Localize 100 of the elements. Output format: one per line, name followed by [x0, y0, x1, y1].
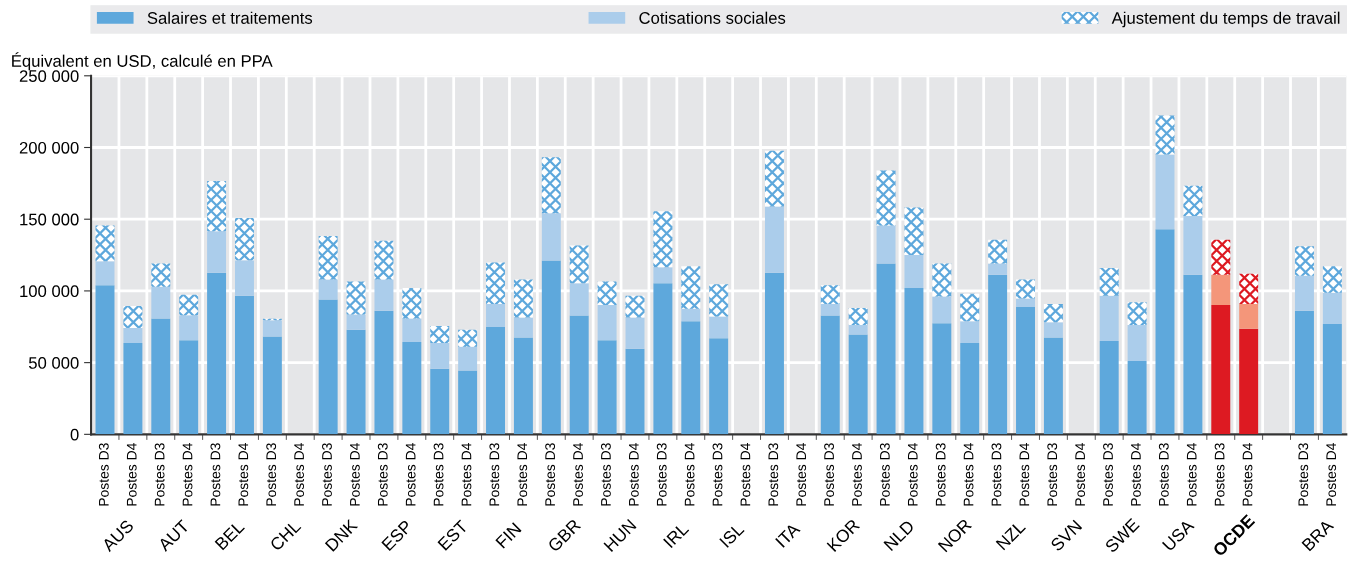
bar	[820, 315, 840, 435]
bar	[151, 286, 171, 319]
bar	[876, 225, 896, 264]
x-tick-label: Postes D4	[963, 443, 974, 506]
bar	[988, 274, 1008, 435]
bar	[876, 170, 896, 226]
bar	[123, 342, 143, 435]
bar	[1211, 239, 1231, 275]
text: ISL	[719, 522, 745, 548]
bar	[346, 281, 366, 315]
bar	[653, 267, 673, 284]
bar	[95, 285, 115, 435]
bar	[1099, 268, 1119, 296]
bar	[1211, 274, 1231, 306]
text: BRA	[1301, 518, 1335, 552]
bar	[1294, 246, 1314, 276]
bar	[458, 329, 478, 347]
bar	[960, 321, 980, 343]
legend-label: Salaires et traitements	[147, 11, 313, 24]
bar	[904, 288, 924, 435]
x-tick-label: Postes D4	[907, 443, 918, 506]
bar	[541, 157, 561, 214]
bar	[207, 231, 227, 273]
bar	[988, 239, 1008, 264]
bar	[653, 283, 673, 435]
x-tick-label: Postes D3	[1214, 443, 1225, 506]
y-tick-label: 250 000	[19, 70, 79, 82]
x-tick-label: Postes D3	[601, 443, 611, 506]
bar	[904, 254, 924, 289]
bar	[541, 260, 561, 435]
text: USA	[1161, 518, 1195, 552]
bar	[318, 299, 338, 435]
bar	[625, 295, 645, 318]
text: CHL	[269, 519, 302, 552]
x-tick-label: Postes D3	[210, 443, 221, 506]
bar	[1239, 273, 1259, 305]
bar	[569, 315, 589, 435]
y-tick-label: 200 000	[19, 141, 79, 154]
bar	[486, 326, 506, 435]
bar	[709, 284, 729, 317]
bar	[681, 321, 701, 435]
text: FIN	[495, 522, 522, 549]
bar	[932, 263, 952, 297]
x-tick-label: Postes D3	[1047, 443, 1058, 506]
bar	[653, 211, 673, 268]
bar	[709, 338, 729, 435]
x-tick-label: Postes D4	[1131, 443, 1141, 506]
bar	[1155, 154, 1175, 230]
bar	[151, 318, 171, 435]
x-tick-label: Postes D4	[1019, 443, 1030, 506]
bar	[569, 283, 589, 316]
bar	[318, 235, 338, 280]
bar	[234, 260, 254, 296]
x-tick-label: Postes D3	[1158, 443, 1169, 506]
bar	[95, 261, 115, 286]
bar	[234, 217, 254, 261]
x-tick-label: Postes D4	[852, 443, 862, 506]
bar	[374, 279, 394, 311]
bar	[123, 327, 143, 343]
bar	[374, 240, 394, 280]
bar	[513, 279, 533, 318]
y-axis-title: Équivalent en USD, calculé en PPA	[12, 52, 273, 71]
x-tick-label: Postes D3	[935, 443, 946, 506]
bar	[123, 306, 143, 328]
bar	[1183, 216, 1203, 275]
bar	[1183, 185, 1203, 217]
bar	[179, 315, 199, 341]
bar	[1294, 275, 1314, 311]
bar	[1016, 279, 1035, 299]
bar	[932, 296, 952, 324]
x-tick-label: Postes D3	[879, 443, 890, 506]
text: ITA	[775, 522, 801, 548]
x-tick-label: Postes D3	[824, 443, 834, 506]
x-tick-label: Postes D3	[712, 443, 723, 506]
x-tick-label: Postes D3	[768, 443, 779, 506]
y-tick-label: 50 000	[28, 357, 79, 369]
bar	[820, 304, 840, 316]
y-tick-label: 150 000	[20, 213, 79, 226]
bar	[1043, 304, 1063, 323]
bar	[625, 317, 645, 349]
x-tick-label: Postes D3	[322, 443, 332, 506]
bar	[848, 334, 868, 435]
bar	[1211, 305, 1231, 435]
text: IRL	[663, 522, 690, 549]
bar	[1043, 337, 1063, 435]
bar	[1239, 328, 1259, 435]
bar	[1322, 292, 1342, 325]
bar	[1294, 310, 1314, 435]
bar	[513, 317, 533, 338]
bar	[625, 348, 645, 435]
bar	[904, 207, 924, 255]
bar	[541, 213, 561, 261]
legend-label: Cotisations sociales	[639, 11, 786, 24]
bar	[1043, 322, 1063, 338]
bar	[681, 308, 701, 322]
x-tick-label: Postes D4	[238, 443, 249, 506]
x-tick-label: Postes D3	[991, 443, 1002, 506]
y-tick-label: 0	[70, 428, 79, 441]
bar	[1016, 306, 1035, 435]
bar	[1155, 115, 1175, 155]
